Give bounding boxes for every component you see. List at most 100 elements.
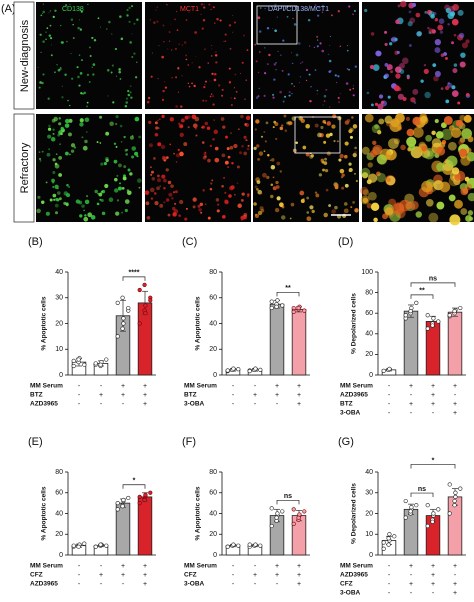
cell: [149, 187, 155, 193]
panel-label: (E): [28, 436, 43, 448]
cell: [441, 128, 453, 141]
cell: [375, 50, 382, 57]
cell: [360, 167, 371, 178]
cell: [109, 121, 114, 127]
cell: [82, 92, 85, 95]
cell: [264, 47, 266, 49]
cell: [265, 121, 269, 125]
cell: [219, 19, 222, 22]
cell: [164, 81, 166, 83]
condition-mark: -: [276, 581, 279, 588]
cell: [305, 79, 308, 82]
cell: [201, 27, 204, 30]
data-point: [82, 362, 87, 367]
condition-name: 3-OBA: [340, 410, 361, 417]
cell: [50, 136, 56, 142]
cell: [198, 208, 202, 212]
cell: [329, 106, 331, 108]
data-point: [275, 511, 280, 516]
cell: [268, 53, 271, 57]
cell: [384, 73, 390, 79]
cell: [257, 158, 260, 161]
cell: [61, 96, 64, 99]
cell: [275, 185, 280, 189]
cell: [409, 17, 416, 24]
cell: [83, 209, 86, 212]
cell: [115, 211, 120, 216]
cell: [435, 131, 444, 139]
cell: [58, 173, 62, 177]
cell: [217, 203, 220, 206]
significance-label: ns: [429, 276, 437, 283]
cell: [216, 209, 220, 213]
y-tick-label: 80: [365, 289, 373, 296]
cell: [166, 3, 168, 6]
cell: [370, 202, 380, 212]
cell: [201, 126, 203, 129]
data-point: [115, 501, 120, 506]
data-point: [386, 536, 391, 541]
data-point: [143, 303, 148, 308]
cell: [214, 54, 218, 57]
cell: [91, 36, 94, 40]
cell: [57, 68, 61, 72]
cell: [50, 54, 53, 57]
cell: [324, 122, 327, 124]
cell: [81, 204, 85, 208]
cell: [163, 201, 166, 204]
data-point: [436, 319, 441, 324]
cell: [397, 93, 404, 100]
condition-name: CFZ: [30, 572, 43, 579]
cell: [209, 187, 213, 191]
condition-name: AZD3965: [30, 581, 58, 588]
cell: [221, 153, 226, 158]
condition-mark: -: [78, 401, 81, 408]
cell: [366, 91, 370, 95]
data-point: [76, 544, 81, 549]
cell: [273, 78, 276, 81]
cell: [100, 199, 104, 202]
condition-mark: +: [431, 581, 435, 588]
cell: [117, 186, 122, 191]
cell: [79, 9, 82, 12]
cell: [254, 213, 260, 219]
cell: [165, 198, 170, 202]
cell: [185, 207, 188, 210]
cell: [286, 15, 289, 18]
cell: [263, 72, 267, 75]
cell: [262, 172, 267, 178]
cell: [63, 201, 67, 205]
cell: [437, 24, 444, 31]
cell: [305, 68, 309, 72]
y-tick-label: 0: [369, 372, 373, 379]
cell: [318, 173, 322, 177]
cell: [97, 17, 100, 20]
cell: [320, 158, 324, 163]
cell: [209, 95, 212, 98]
cell: [97, 192, 100, 195]
cell: [323, 140, 327, 144]
cell: [326, 151, 331, 156]
cell: [212, 138, 215, 141]
cell: [81, 136, 84, 139]
cell: [258, 30, 262, 33]
condition-mark: +: [453, 590, 457, 597]
cell: [390, 118, 400, 128]
cell: [124, 149, 128, 152]
condition-mark: -: [432, 410, 435, 417]
cell: [438, 18, 445, 25]
cell: [45, 38, 47, 41]
y-tick-label: 40: [365, 331, 373, 338]
cell: [167, 213, 171, 217]
cell: [203, 86, 206, 89]
cell: [66, 40, 68, 43]
cell: [179, 199, 184, 205]
cell: [72, 23, 74, 26]
y-tick-label: 60: [209, 490, 217, 497]
cell: [277, 50, 279, 52]
cell: [421, 180, 433, 193]
cell: [291, 62, 294, 65]
cell: [255, 119, 260, 124]
cell: [58, 197, 62, 201]
data-point: [236, 543, 241, 548]
